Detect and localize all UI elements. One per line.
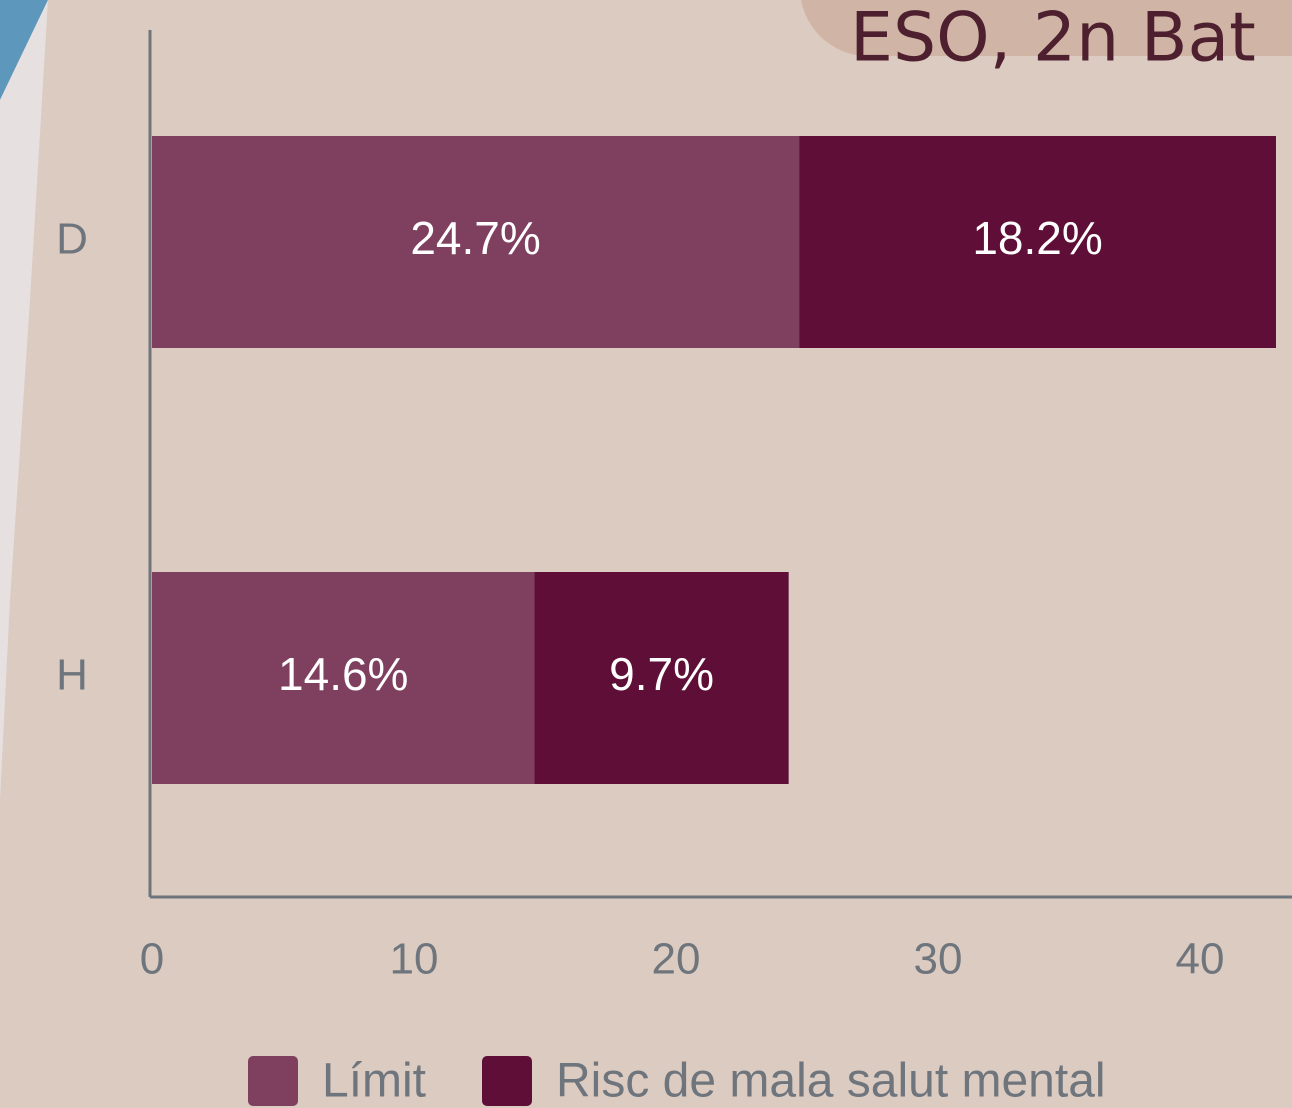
value-label: 24.7% xyxy=(410,212,540,264)
legend-label: Risc de mala salut mental xyxy=(556,1055,1106,1108)
value-label: 18.2% xyxy=(972,212,1102,264)
page: {"chart_data": { "type": "stacked-bar-ho… xyxy=(0,0,1292,1108)
y-tick-label: H xyxy=(56,651,88,700)
x-tick-label: 40 xyxy=(1176,935,1225,984)
y-tick-label: D xyxy=(56,215,88,264)
legend-label: Límit xyxy=(322,1055,426,1108)
x-tick-label: 10 xyxy=(390,935,439,984)
x-tick-label: 20 xyxy=(652,935,701,984)
legend-swatch xyxy=(482,1056,532,1106)
chart-title: ESO, 2n Bat xyxy=(850,0,1256,78)
x-tick-label: 30 xyxy=(914,935,963,984)
value-label: 14.6% xyxy=(278,648,408,700)
chart: ESO, 2n Bat 0 10 20 30 40 D 24.7% 18.2% H 14.6% 9.… xyxy=(0,0,1292,1108)
x-tick-label: 0 xyxy=(140,935,164,984)
value-label: 9.7% xyxy=(609,648,714,700)
legend-swatch xyxy=(248,1056,298,1106)
